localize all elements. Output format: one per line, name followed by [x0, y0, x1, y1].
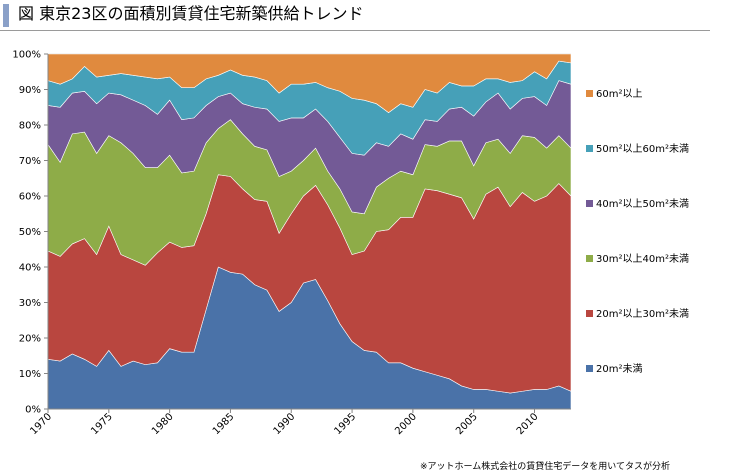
y-tick-label: 100%: [12, 50, 41, 61]
title-bar: 図 東京23区の面積別賃貸住宅新築供給トレンド: [0, 0, 710, 31]
legend-label: 60m²以上: [596, 88, 642, 100]
x-tick-labels: 1970 1975 1980 1985 1990 1995 2000 2005 2010: [28, 409, 541, 437]
legend-label: 20m²未満: [596, 363, 642, 375]
legend-label: 30m²以上40m²未満: [596, 253, 689, 265]
x-tick-label: 1975: [89, 411, 115, 437]
legend-swatch: [586, 310, 593, 317]
y-tick-label: 30%: [19, 298, 41, 309]
legend-swatch: [586, 255, 593, 262]
legend-swatch: [586, 365, 593, 372]
y-tick-label: 90%: [19, 85, 41, 96]
title-accent-bar: [3, 4, 9, 27]
x-tick-label: 1995: [332, 411, 358, 437]
y-tick-label: 50%: [19, 227, 41, 238]
y-tick-label: 20%: [19, 334, 41, 345]
legend-swatch: [586, 200, 593, 207]
y-tick-label: 70%: [19, 156, 41, 167]
x-tick-label: 1985: [211, 411, 237, 437]
legend-label: 40m²以上50m²未満: [596, 198, 689, 210]
source-note: ※アットホーム株式会社の賃貸住宅データを用いてタスが分析: [420, 462, 671, 472]
legend-label: 50m²以上60m²未満: [596, 143, 689, 155]
y-tick-label: 80%: [19, 121, 41, 132]
x-tick-label: 2005: [454, 411, 480, 437]
legend-swatch: [586, 90, 593, 97]
legend-swatch: [586, 145, 593, 152]
legend-label: 20m²以上30m²未満: [596, 308, 689, 320]
x-tick-label: 1990: [272, 411, 298, 437]
y-tick-label: 10%: [19, 369, 41, 380]
x-tick-label: 2010: [515, 411, 541, 437]
x-tick-label: 2000: [393, 411, 419, 437]
y-tick-label: 40%: [19, 263, 41, 274]
chart-title: 図 東京23区の面積別賃貸住宅新築供給トレンド: [18, 4, 364, 23]
y-tick-labels: 0% 10% 20% 30% 40% 50% 60% 70% 80% 90% 100%: [12, 50, 48, 416]
legend: 60m²以上 50m²以上60m²未満 40m²以上50m²未満 30m²以上40m²…: [586, 88, 689, 375]
y-tick-label: 60%: [19, 192, 41, 203]
stacked-area-chart: 0%10%20%30%40%50%60%70%80%90%100% 1970 19…: [12, 50, 689, 438]
area-series-group: [47, 53, 572, 410]
y-tick-label: 0%: [25, 405, 41, 416]
title-divider: [0, 30, 710, 31]
area-series-6: [47, 53, 572, 113]
x-tick-label: 1980: [150, 411, 176, 437]
